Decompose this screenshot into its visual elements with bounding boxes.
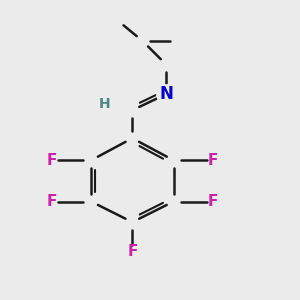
Text: F: F bbox=[46, 194, 56, 209]
Text: H: H bbox=[98, 98, 110, 111]
Text: F: F bbox=[127, 244, 137, 259]
Text: F: F bbox=[208, 194, 218, 209]
Text: N: N bbox=[159, 85, 173, 103]
Text: F: F bbox=[208, 153, 218, 168]
Text: F: F bbox=[46, 153, 56, 168]
